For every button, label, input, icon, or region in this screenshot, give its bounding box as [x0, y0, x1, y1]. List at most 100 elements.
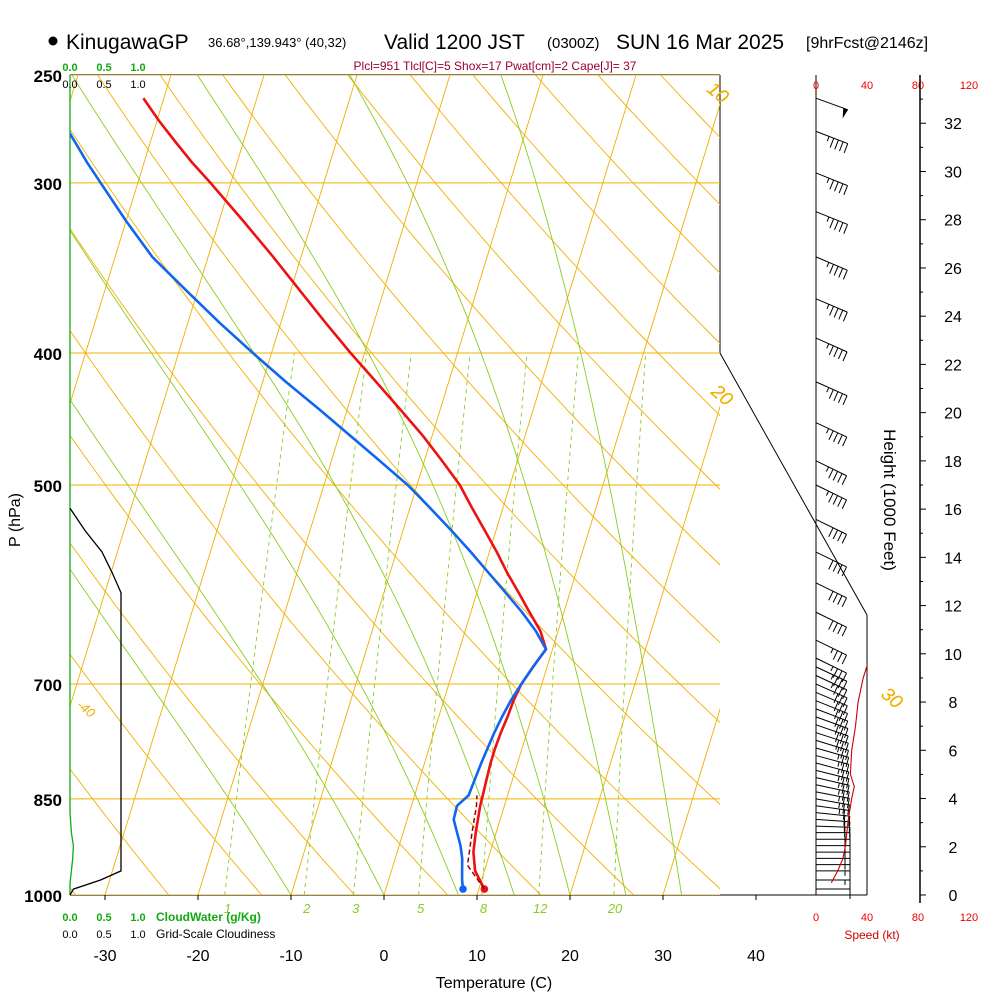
wind-barb-full: [846, 798, 850, 809]
pressure-tick-label: 300: [34, 175, 62, 194]
wind-barb-full: [846, 791, 850, 802]
pressure-tick-label: 400: [34, 345, 62, 364]
wind-barb: [815, 97, 849, 119]
wind-barb-staff: [815, 777, 850, 786]
height-tick-label: 4: [949, 792, 958, 809]
temperature-tick-label: 30: [654, 948, 672, 965]
wind-barb-full: [833, 432, 839, 443]
wind-barb: [815, 716, 849, 739]
height-tick-label: 2: [949, 840, 958, 857]
wind-barb-full: [828, 493, 834, 503]
wind-barb-full: [840, 770, 845, 781]
cloudiness-top-tick: 0.5: [96, 79, 111, 91]
wind-barb-full: [834, 709, 839, 720]
dry-adiabat-line: [70, 653, 263, 895]
isotherm-line: [104, 75, 358, 895]
x-axis-title: Temperature (C): [436, 975, 552, 992]
wind-barb: [815, 675, 848, 700]
wind-barb-staff: [815, 639, 847, 656]
cloudiness-bottom-tick: 0.0: [62, 929, 77, 941]
wind-barb-staff: [815, 519, 847, 535]
wind-barb-half: [826, 177, 830, 183]
wind-barb-staff: [815, 755, 849, 765]
wind-barb-full: [838, 703, 844, 714]
speed-bottom-tick: 0: [813, 912, 819, 924]
wind-barb-full: [833, 308, 839, 318]
wind-barb-staff: [815, 611, 847, 628]
wind-barb-full: [829, 218, 835, 229]
mixing-ratio-label: 12: [533, 901, 548, 916]
wind-barb-full: [837, 497, 843, 507]
moist-adiabat-line: [500, 75, 683, 895]
wind-barb-full: [833, 266, 839, 276]
dry-adiabat-line: [70, 768, 170, 895]
wind-barb-half: [830, 683, 834, 689]
cloudiness-line: [69, 507, 122, 896]
wind-barb-full: [837, 687, 843, 698]
cloudiness-title: Grid-Scale Cloudiness: [156, 927, 275, 941]
wind-barb-staff: [815, 97, 849, 111]
height-tick-label: 0: [949, 888, 958, 905]
mixing-ratio-label: 3: [352, 901, 360, 916]
wind-barb-staff: [815, 708, 848, 722]
wind-barb-staff: [815, 256, 848, 271]
height-tick-label: 10: [944, 647, 962, 664]
wind-barb-staff: [815, 130, 848, 145]
height-tick-label: 14: [944, 550, 962, 567]
wind-barb-half: [837, 776, 840, 782]
wind-barb: [815, 422, 848, 447]
wind-barb: [815, 708, 849, 731]
wind-barb-staff: [815, 784, 850, 793]
wind-barb-full: [838, 309, 844, 320]
wind-barb: [816, 888, 851, 900]
wind-barb-full: [832, 471, 839, 481]
isotherm-line: [662, 707, 720, 895]
wind-barb-full: [833, 685, 839, 695]
wind-barb-full: [844, 735, 849, 746]
wind-barb-half: [837, 789, 840, 795]
wind-barb-full: [841, 534, 848, 544]
wind-barb-full: [837, 678, 843, 689]
wind-barb-full: [842, 697, 848, 708]
wind-barb-full: [841, 777, 845, 788]
wind-barb-staff: [815, 798, 850, 806]
wind-barb-full: [834, 724, 840, 735]
isotherm-line: [197, 75, 451, 895]
wind-barb-full: [838, 183, 844, 194]
cloud-water-top-tick: 0.5: [96, 62, 111, 74]
wind-barb-staff: [815, 381, 848, 397]
wind-barb-full: [837, 531, 843, 542]
pressure-tick-label: 1000: [24, 887, 62, 906]
wind-barb-full: [841, 499, 848, 510]
cloud-water-bottom-tick: 0.0: [62, 912, 77, 924]
wind-barb-staff: [815, 691, 848, 707]
cloud-water-bottom-tick: 1.0: [130, 912, 145, 924]
wind-barb-full: [834, 717, 839, 727]
wind-barbs: [815, 97, 851, 900]
mixing-ratio-label: 2: [302, 901, 311, 916]
wind-barb: [815, 298, 848, 322]
wind-barb-full: [832, 529, 839, 540]
wind-barb-full: [848, 821, 851, 832]
wind-barb-full: [828, 389, 834, 399]
wind-barb-half: [825, 490, 830, 496]
wind-speed-profile: [830, 660, 867, 884]
wind-barb-full: [845, 771, 850, 782]
wind-barb-half: [825, 466, 830, 472]
wind-barb-full: [828, 560, 834, 570]
wind-barb-half: [830, 648, 834, 654]
wind-barb-full: [837, 624, 843, 635]
wind-barb-full: [841, 475, 848, 485]
wind-barb-full: [842, 436, 848, 447]
moist-adiabat-line: [349, 75, 627, 895]
wind-barb: [815, 551, 848, 577]
pressure-tick-label: 700: [34, 676, 62, 695]
wind-barb: [815, 337, 848, 362]
wind-barb-half: [826, 343, 830, 349]
wind-barb: [815, 484, 848, 510]
temperature-line: [142, 97, 548, 890]
wind-barb-full: [841, 566, 848, 577]
wind-barb-half: [837, 782, 840, 788]
wind-barb-full: [829, 306, 834, 316]
